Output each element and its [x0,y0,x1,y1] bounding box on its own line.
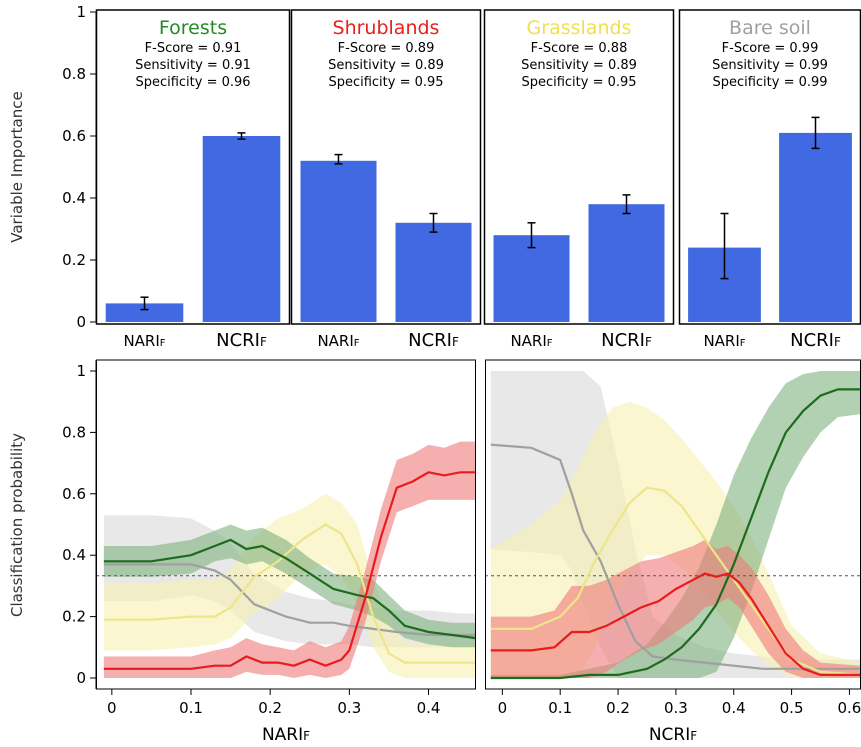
panel-title: Forests [159,17,227,39]
top-y-tick-label: 0.8 [62,65,86,83]
top-y-tick-label: 0.4 [62,189,86,207]
panel-stat: F-Score = 0.88 [531,41,628,56]
top-y-tick-label: 0 [76,313,86,331]
top-y-tick-label: 0.6 [62,127,86,145]
probability-line [103,471,476,670]
bar-category-label: NARIF [510,332,552,350]
panel-title: Bare soil [729,17,811,39]
confidence-band [490,539,861,678]
importance-panel-bare-soil: Bare soil F-Score = 0.99 Sensitivity = 0.9… [678,9,861,351]
x-axis-label: NARIF [262,725,310,745]
probability-line [103,523,476,664]
panel-stat: Specificity = 0.99 [712,75,827,90]
x-tick-label: 0.3 [337,699,361,717]
probability-line [490,388,861,680]
bar [779,132,852,322]
probability-line [490,443,861,670]
x-tick-label: 0.4 [417,699,441,717]
bar [300,160,377,322]
bar-category-label: NCRIF [601,330,652,351]
x-tick-label: 0.1 [179,699,203,717]
bottom-y-tick-label: 0.2 [62,608,86,626]
confidence-band [103,524,476,648]
bottom-y-tick-label: 0.4 [62,546,86,564]
panel-stat: Sensitivity = 0.89 [521,58,637,73]
panel-frame [290,9,482,325]
bar-category-label: NARIF [123,332,165,350]
bottom-y-axis: 0 0.2 0.4 0.6 0.8 1 Classification probability [8,360,97,689]
x-tick-label: 0.4 [722,699,746,717]
panel-stat: Sensitivity = 0.91 [135,58,251,73]
confidence-band [103,441,476,678]
x-tick-label: 0.2 [258,699,282,717]
bar [105,303,184,322]
probability-line [490,572,861,677]
error-bar [140,296,149,311]
x-tick-label: 0.3 [664,699,688,717]
importance-panel-shrublands: Shrublands F-Score = 0.89 Sensitivity = 0.… [290,9,482,351]
bar [493,235,570,322]
top-y-tick-label: 0.2 [62,251,86,269]
bar [395,222,472,322]
panel-stat: Specificity = 0.96 [135,75,250,90]
confidence-band [490,371,861,678]
panel-stat: F-Score = 0.91 [145,41,242,56]
panel-frame [96,359,476,690]
importance-panel-grasslands: Grasslands F-Score = 0.88 Sensitivity = 0.… [483,9,675,351]
bottom-y-tick-label: 0.6 [62,485,86,503]
bottom-y-tick-label: 1 [76,362,86,380]
bottom-y-tick-label: 0 [76,669,86,687]
panel-title: Shrublands [333,17,440,39]
x-tick-label: 0.6 [838,699,861,717]
x-tick-label: 0 [498,699,508,717]
panel-frame [483,9,675,325]
error-bar [334,153,343,165]
error-bar [527,222,536,249]
panel-stat: F-Score = 0.89 [338,41,435,56]
probability-panel-0: 0 0.1 0.2 0.3 0.4 NARIF [96,359,476,745]
panel-stat: F-Score = 0.99 [722,41,819,56]
error-bar [811,116,820,150]
bar-category-label: NARIF [317,332,359,350]
x-axis-label: NCRIF [649,725,697,745]
bar-category-label: NCRIF [408,330,459,351]
panel-title: Grasslands [527,17,632,39]
top-y-axis: 0 0.2 0.4 0.6 0.8 1 Variable Importance [8,3,97,331]
error-bar [720,212,729,280]
probability-panel-1: 0 0.1 0.2 0.3 0.4 0.5 0.6 NCRIF [485,359,861,745]
panel-stat: Sensitivity = 0.89 [328,58,444,73]
panel-stat: Specificity = 0.95 [521,75,636,90]
probability-line [490,486,861,676]
x-tick-label: 0 [107,699,117,717]
x-tick-label: 0.2 [606,699,630,717]
top-y-axis-label: Variable Importance [8,91,26,242]
x-tick-label: 0.5 [780,699,804,717]
bottom-y-axis-label: Classification probability [8,433,26,617]
top-y-tick-label: 1 [76,3,86,21]
confidence-band [103,493,476,678]
bar-category-label: NCRIF [216,330,267,351]
bar-category-label: NARIF [703,332,745,350]
probability-line [103,538,476,640]
bar-category-label: NCRIF [790,330,841,351]
bar [202,136,281,322]
error-bar [429,212,438,233]
panel-frame [95,9,291,325]
panel-stat: Sensitivity = 0.99 [712,58,828,73]
bar [588,204,665,322]
bottom-y-tick-label: 0.8 [62,423,86,441]
plot-area [96,441,476,678]
importance-panel-forests: Forests F-Score = 0.91 Sensitivity = 0.91 S… [95,9,291,351]
plot-area [485,371,861,680]
error-bar [237,132,246,140]
x-tick-label: 0.1 [548,699,572,717]
panel-stat: Specificity = 0.95 [328,75,443,90]
error-bar [622,194,631,215]
probability-line [103,563,476,637]
